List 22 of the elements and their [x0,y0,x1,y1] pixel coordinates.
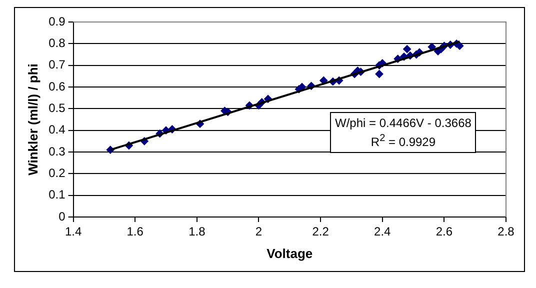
y-tick-label: 0.8 [48,36,66,50]
y-tick-label: 0.3 [48,144,66,158]
y-tick-label: 0.5 [48,100,66,115]
y-tick-label: 0.6 [48,79,66,94]
y-tick-label: 0 [58,209,66,224]
x-axis-title: Voltage [266,246,313,261]
x-tick-label: 2 [255,224,262,239]
x-tick-label: 2.8 [498,224,515,239]
y-tick-label: 0.2 [48,166,66,180]
x-tick-label: 1.6 [126,224,144,239]
y-tick-label: 0.9 [48,14,66,28]
y-tick-label: 0.1 [48,188,66,202]
x-tick-label: 1.8 [188,224,206,239]
x-tick-label: 1.4 [64,224,82,239]
y-axis-title: Winkler (ml/l) / phi [25,64,40,176]
x-tick-label: 2.6 [436,224,453,239]
y-tick-label: 0.7 [48,58,66,72]
x-tick-label: 2.2 [312,224,330,239]
annotation: R$^{2}$ = 0.9929 [370,132,437,150]
y-tick-label: 0.4 [48,122,66,137]
annotation: W/phi = 0.4466V - 0.3668 [335,115,472,131]
x-tick-label: 2.4 [374,224,392,239]
